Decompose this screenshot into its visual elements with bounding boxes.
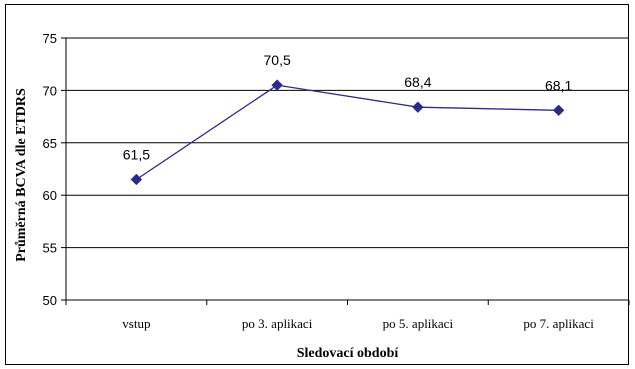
x-tick-label: po 3. aplikaci [242,316,313,331]
x-tick-label: po 5. aplikaci [383,316,454,331]
x-axis-title: Sledovací období [297,346,400,361]
data-label: 68,1 [545,77,572,93]
y-tick-labels: 50 55 60 65 70 75 [43,31,57,308]
x-tick-labels: vstup po 3. aplikaci po 5. aplikaci po 7. a… [122,316,594,331]
y-tick-label: 65 [43,136,57,151]
series-markers [130,79,565,186]
y-tick-label: 50 [43,293,57,308]
gridlines [61,37,630,305]
y-tick-label: 60 [43,188,57,203]
data-point [412,101,424,113]
data-point [271,79,283,91]
data-point [552,104,565,117]
x-tick-label: vstup [122,316,150,331]
series-line [136,84,559,181]
y-tick-label: 55 [43,241,57,256]
data-point [130,173,143,186]
data-label: 61,5 [123,146,150,162]
y-tick-label: 70 [43,83,57,98]
data-labels: 61,5 70,5 68,4 68,1 [123,52,573,162]
data-label: 68,4 [404,74,431,90]
series-line [136,84,559,181]
y-tick-label: 75 [43,31,57,46]
chart-frame [5,4,629,365]
data-label: 70,5 [264,52,291,68]
x-tick-label: po 7. aplikaci [523,316,594,331]
y-axis-title: Průměrná BCVA dle ETDRS [14,88,29,262]
